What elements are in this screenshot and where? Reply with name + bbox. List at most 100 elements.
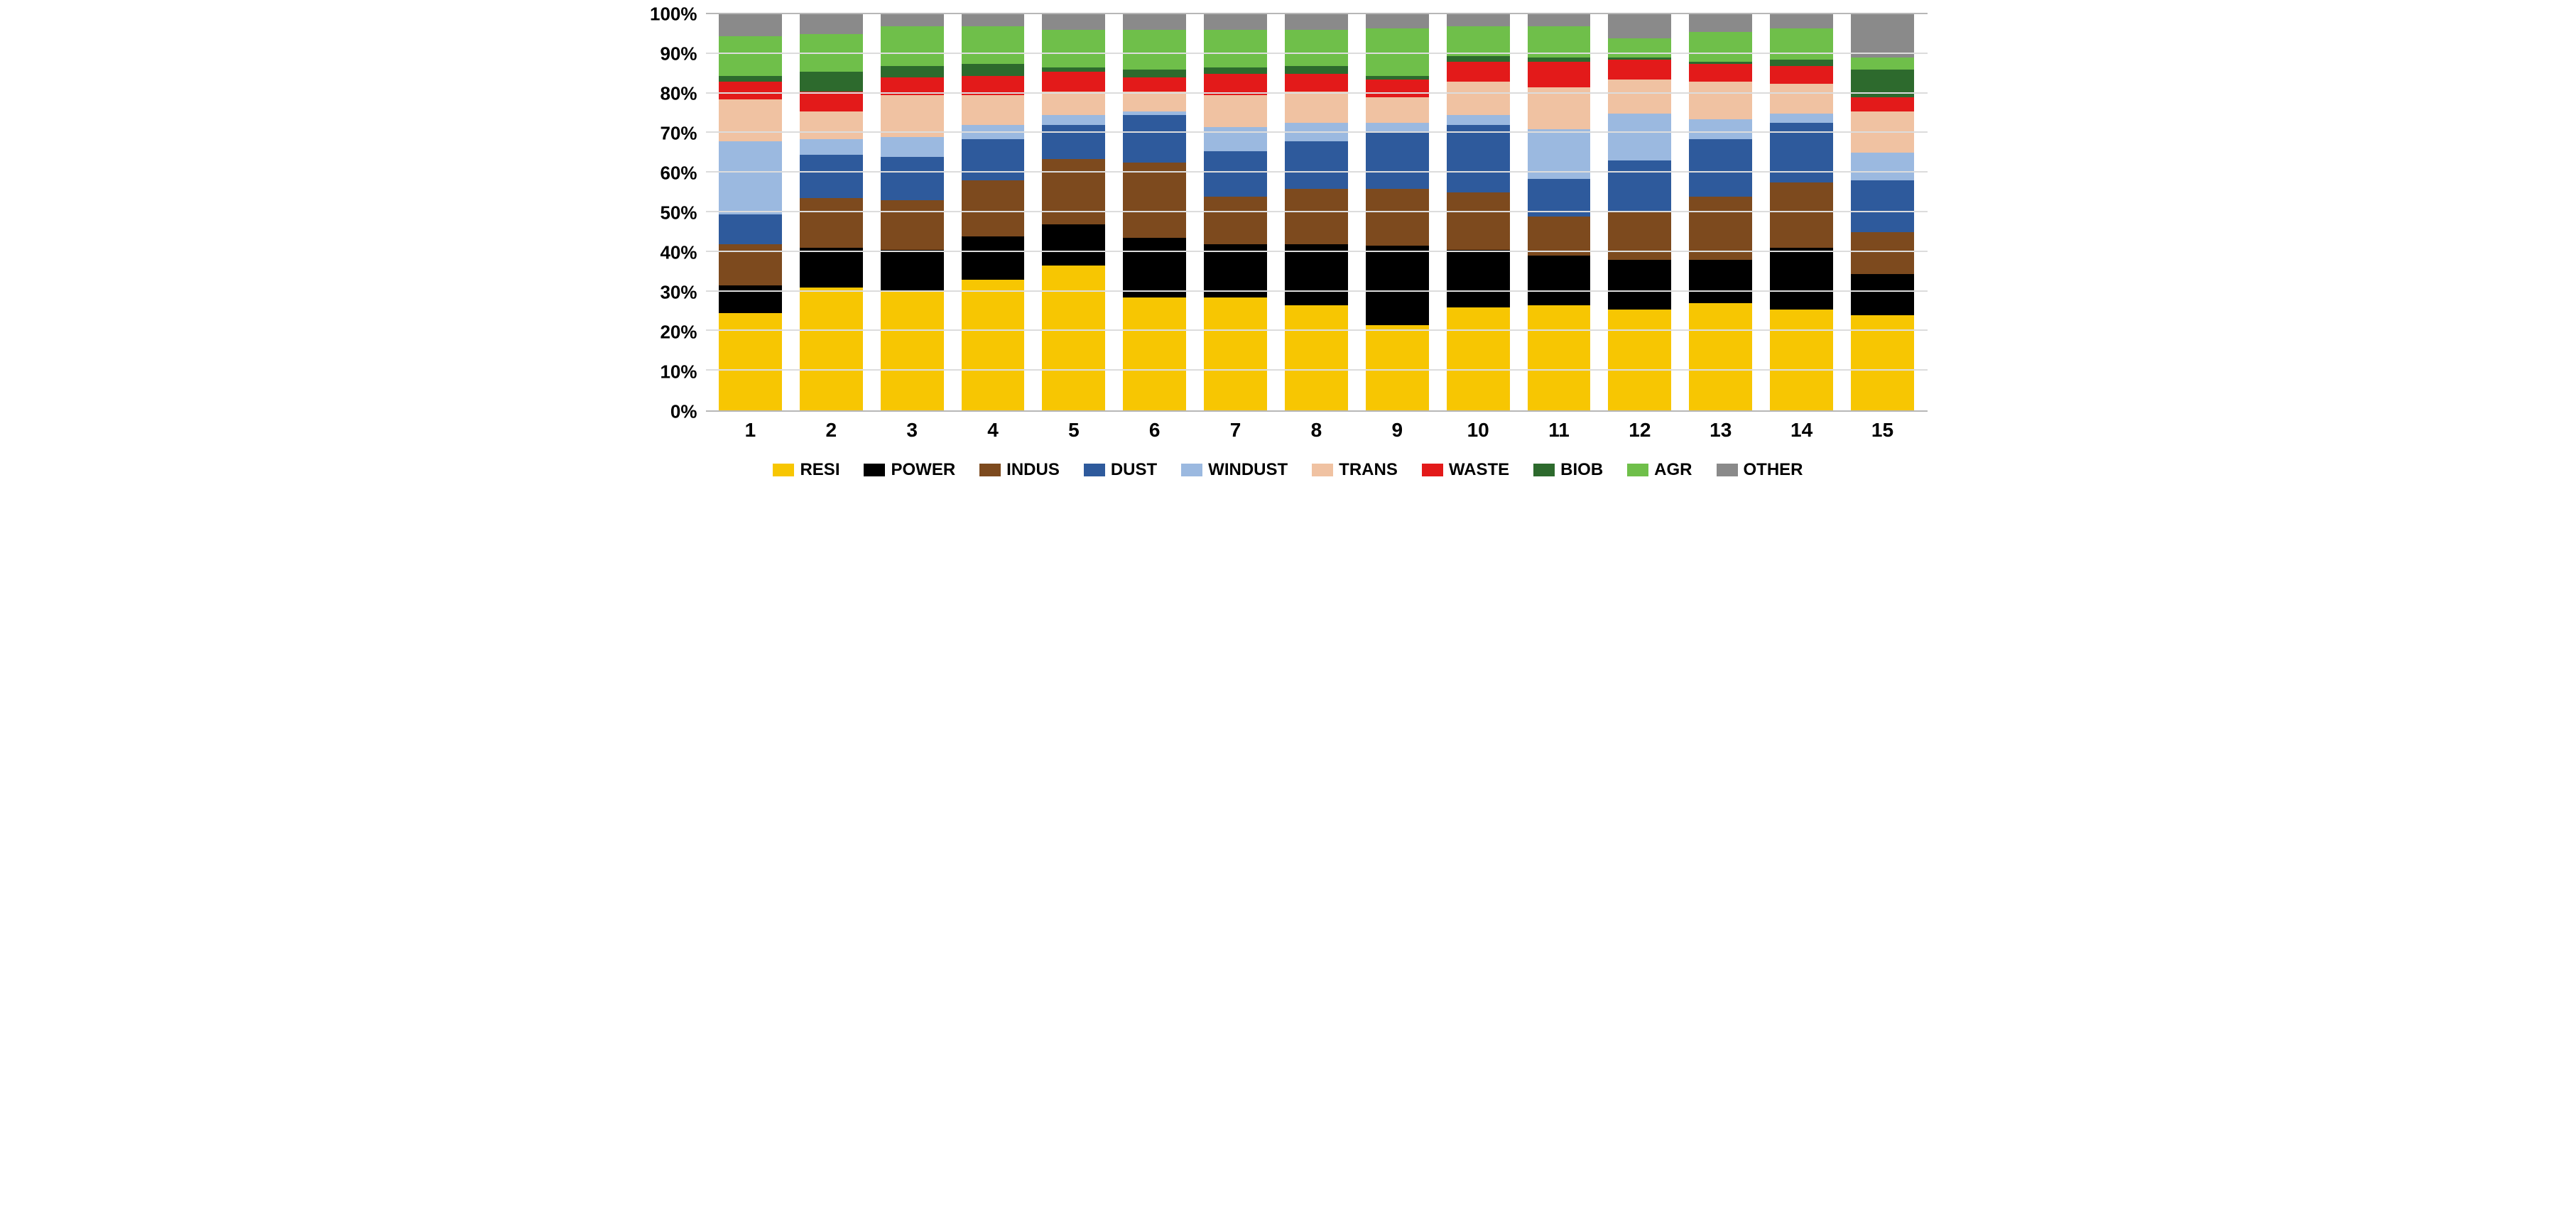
x-tick: 4 — [962, 419, 1025, 447]
segment-agr — [962, 26, 1025, 64]
segment-indus — [800, 198, 863, 248]
legend-item-windust: WINDUST — [1181, 460, 1288, 480]
segment-trans — [1689, 82, 1752, 119]
x-tick: 2 — [800, 419, 863, 447]
segment-dust — [719, 214, 782, 244]
segment-power — [1851, 274, 1914, 316]
segment-power — [1770, 248, 1833, 309]
segment-windust — [719, 141, 782, 214]
x-tick: 5 — [1042, 419, 1105, 447]
segment-agr — [1447, 26, 1510, 56]
segment-power — [1689, 260, 1752, 303]
plot-area — [706, 14, 1928, 412]
segment-agr — [1851, 58, 1914, 70]
segment-waste — [1851, 97, 1914, 111]
segment-biob — [1204, 67, 1267, 73]
segment-power — [1528, 256, 1591, 305]
segment-trans — [881, 95, 944, 137]
segment-windust — [1689, 119, 1752, 139]
segment-resi — [719, 313, 782, 410]
segment-trans — [1042, 92, 1105, 115]
legend-item-power: POWER — [864, 460, 955, 480]
segment-resi — [1285, 305, 1348, 410]
x-tick: 11 — [1528, 419, 1591, 447]
legend-label: POWER — [891, 460, 955, 480]
legend-label: TRANS — [1339, 460, 1398, 480]
x-tick: 1 — [719, 419, 782, 447]
segment-power — [1285, 244, 1348, 305]
segment-indus — [1366, 189, 1429, 246]
segment-resi — [1689, 303, 1752, 410]
y-tick: 20% — [660, 322, 697, 344]
segment-resi — [1608, 310, 1671, 410]
segment-resi — [1204, 297, 1267, 410]
segment-waste — [1285, 74, 1348, 92]
bar — [1123, 14, 1186, 410]
legend-swatch — [773, 464, 794, 476]
segment-power — [1042, 224, 1105, 266]
legend-label: RESI — [800, 460, 839, 480]
y-tick: 90% — [660, 43, 697, 65]
segment-windust — [1204, 127, 1267, 151]
segment-windust — [881, 137, 944, 157]
segment-other — [1528, 14, 1591, 26]
gridline — [706, 92, 1928, 94]
segment-dust — [1851, 180, 1914, 232]
segment-agr — [1689, 32, 1752, 62]
segment-agr — [881, 26, 944, 66]
segment-resi — [800, 288, 863, 410]
segment-other — [800, 14, 863, 34]
legend-label: WASTE — [1449, 460, 1509, 480]
segment-power — [1447, 250, 1510, 307]
segment-windust — [1042, 115, 1105, 125]
bars-row — [706, 14, 1928, 410]
segment-other — [962, 14, 1025, 26]
segment-power — [1608, 260, 1671, 310]
x-tick: 8 — [1285, 419, 1348, 447]
segment-waste — [1366, 80, 1429, 97]
bar — [1042, 14, 1105, 410]
y-tick: 40% — [660, 242, 697, 264]
segment-trans — [1366, 97, 1429, 123]
segment-windust — [1608, 114, 1671, 161]
segment-dust — [881, 157, 944, 200]
y-tick: 30% — [660, 282, 697, 304]
bar — [881, 14, 944, 410]
segment-indus — [1123, 163, 1186, 238]
bar — [1366, 14, 1429, 410]
legend-item-agr: AGR — [1627, 460, 1692, 480]
segment-waste — [1770, 66, 1833, 84]
x-tick: 10 — [1447, 419, 1510, 447]
plot-grid: 0%10%20%30%40%50%60%70%80%90%100% 123456… — [649, 14, 1928, 447]
segment-biob — [962, 64, 1025, 76]
segment-trans — [800, 111, 863, 139]
bar — [1204, 14, 1267, 410]
segment-resi — [881, 292, 944, 410]
y-tick: 70% — [660, 123, 697, 145]
segment-waste — [1447, 62, 1510, 82]
segment-indus — [1285, 189, 1348, 244]
bar — [962, 14, 1025, 410]
legend-swatch — [864, 464, 885, 476]
segment-trans — [1528, 87, 1591, 129]
segment-dust — [800, 155, 863, 198]
segment-waste — [1528, 62, 1591, 87]
segment-other — [1447, 14, 1510, 26]
legend-label: AGR — [1654, 460, 1692, 480]
legend-item-biob: BIOB — [1533, 460, 1603, 480]
gridline — [706, 171, 1928, 173]
segment-waste — [1123, 77, 1186, 92]
legend-swatch — [1533, 464, 1555, 476]
segment-indus — [1447, 192, 1510, 250]
segment-trans — [719, 99, 782, 141]
legend-label: BIOB — [1560, 460, 1603, 480]
legend-swatch — [1084, 464, 1105, 476]
segment-trans — [1608, 80, 1671, 113]
segment-waste — [1042, 72, 1105, 92]
x-axis: 123456789101112131415 — [706, 412, 1928, 447]
segment-other — [1042, 14, 1105, 30]
segment-resi — [1366, 325, 1429, 410]
y-tick: 0% — [670, 401, 697, 423]
segment-dust — [1285, 141, 1348, 189]
gridline — [706, 13, 1928, 14]
